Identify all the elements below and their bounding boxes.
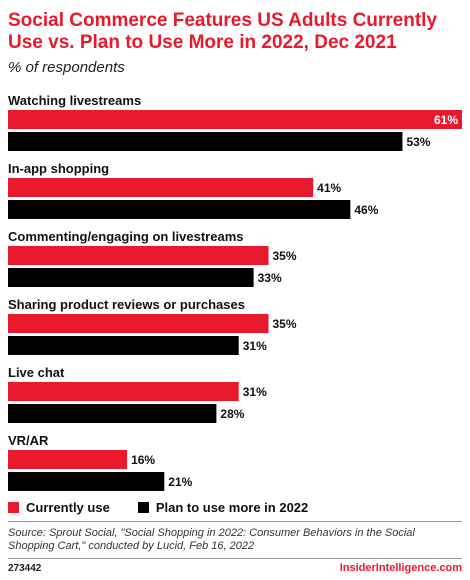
bar-currently-use — [8, 450, 128, 469]
value-label: 35% — [272, 317, 296, 331]
bar-plan-to-use — [8, 472, 165, 491]
legend-label-plan: Plan to use more in 2022 — [155, 500, 309, 515]
chart-title: Social Commerce Features US Adults Curre… — [8, 10, 438, 53]
legend-item-current: Currently use — [8, 500, 110, 515]
value-label: 31% — [243, 385, 267, 399]
bar-plan-to-use — [8, 268, 254, 287]
legend-swatch-current — [8, 502, 19, 513]
category-label: Watching livestreams — [8, 93, 141, 108]
chart-id: 273442 — [8, 563, 42, 574]
value-label: 31% — [243, 339, 267, 353]
category-label: In-app shopping — [8, 161, 109, 176]
bar-plan-to-use — [8, 336, 239, 355]
value-label: 33% — [258, 271, 282, 285]
value-label: 35% — [272, 249, 296, 263]
category-label: VR/AR — [8, 433, 49, 448]
value-label: 21% — [168, 475, 192, 489]
legend-label-current: Currently use — [26, 500, 110, 515]
value-label: 16% — [131, 453, 155, 467]
value-label: 46% — [354, 203, 378, 217]
value-label: 53% — [406, 135, 430, 149]
bar-currently-use — [8, 178, 314, 197]
bar-plan-to-use — [8, 404, 217, 423]
legend-item-plan: Plan to use more in 2022 — [137, 500, 309, 515]
category-label: Live chat — [8, 365, 65, 380]
value-label: 41% — [317, 181, 341, 195]
bar-currently-use — [8, 314, 269, 333]
bar-currently-use — [8, 246, 269, 265]
source-note: Source: Sprout Social, "Social Shopping … — [8, 527, 415, 552]
divider — [8, 521, 462, 522]
legend-swatch-plan — [137, 502, 149, 513]
category-label: Sharing product reviews or purchases — [8, 297, 245, 312]
bottom-rule — [8, 558, 462, 559]
bar-chart: Watching livestreams 61% 53% In-app shoppin… — [8, 93, 462, 491]
chart-subtitle: % of respondents — [8, 59, 125, 76]
bar-plan-to-use — [8, 132, 403, 151]
value-label: 61% — [434, 113, 458, 127]
bar-plan-to-use — [8, 200, 351, 219]
category-label: Commenting/engaging on livestreams — [8, 229, 244, 244]
brand-link[interactable]: InsiderIntelligence.com — [339, 562, 462, 574]
bar-currently-use — [8, 110, 462, 129]
bar-currently-use — [8, 382, 239, 401]
legend: Currently use Plan to use more in 2022 — [8, 500, 336, 515]
value-label: 28% — [220, 407, 244, 421]
